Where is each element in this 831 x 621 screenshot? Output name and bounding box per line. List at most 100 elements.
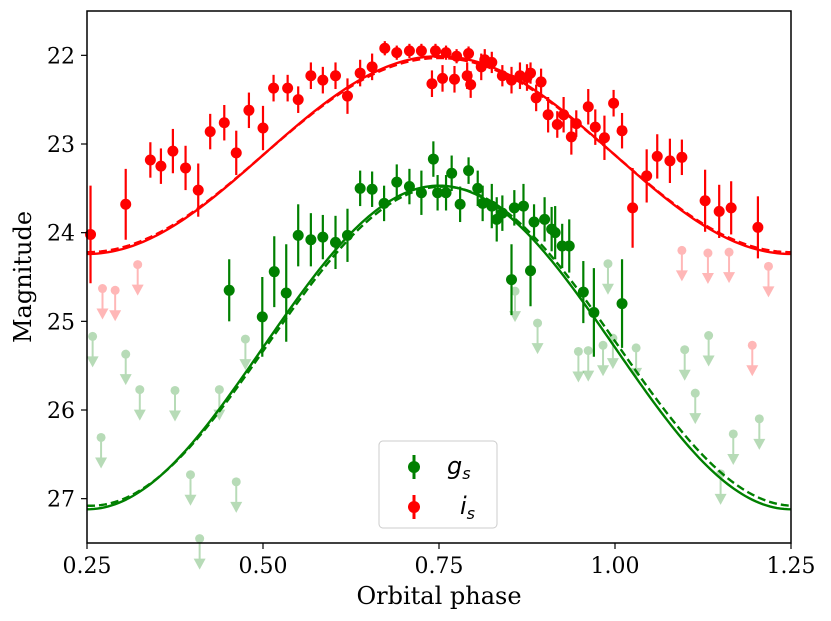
x-tick-label: 0.75 bbox=[415, 554, 464, 579]
g_s-upper-limit bbox=[119, 349, 132, 386]
g_s-upper-limit bbox=[86, 331, 99, 368]
i_s-data-point bbox=[535, 68, 547, 96]
i_s-data-point bbox=[180, 145, 192, 191]
i_s-data-point bbox=[257, 105, 269, 151]
i_s-data-point bbox=[282, 74, 294, 102]
g_s-data-point bbox=[378, 185, 390, 222]
i_s-upper-limit bbox=[746, 340, 759, 377]
g_s-data-point bbox=[403, 168, 415, 205]
g_s-data-point bbox=[432, 175, 444, 211]
i_s-data-point bbox=[542, 97, 554, 133]
g_s-data-point bbox=[472, 170, 484, 207]
g_s-upper-limit bbox=[702, 331, 715, 367]
x-tick-label: 1.25 bbox=[767, 554, 816, 579]
i_s-data-point bbox=[230, 130, 242, 176]
y-tick-label: 26 bbox=[47, 399, 75, 424]
g_s-data-point bbox=[496, 195, 508, 231]
g_s-data-point bbox=[454, 186, 466, 223]
i_s-upper-limit bbox=[723, 247, 736, 284]
i_s-data-point bbox=[440, 45, 452, 60]
i_s-data-point bbox=[725, 181, 737, 235]
g_s-upper-limit bbox=[95, 432, 108, 469]
i_s-data-point bbox=[155, 148, 167, 184]
i_s-data-point bbox=[551, 111, 563, 138]
g_s-upper-limit bbox=[572, 346, 585, 383]
g_s-data-point bbox=[330, 215, 342, 270]
y-axis-label: Magnitude bbox=[9, 211, 37, 343]
i_s-data-point bbox=[354, 59, 366, 87]
g_s-upper-limit bbox=[133, 385, 146, 421]
g_s-data-point bbox=[391, 164, 403, 200]
g_s-upper-limit bbox=[169, 385, 181, 422]
legend-label-g: gs bbox=[447, 452, 471, 483]
i_s-data-point bbox=[465, 71, 477, 98]
i_s-data-point bbox=[616, 112, 628, 149]
g_s-upper-limit bbox=[509, 286, 522, 323]
i_s-upper-limit bbox=[131, 260, 144, 296]
i_s-data-point bbox=[192, 163, 204, 217]
y-tick-label: 22 bbox=[47, 44, 75, 69]
i_s-data-point bbox=[451, 49, 463, 64]
g_s-data-point bbox=[341, 208, 353, 262]
g_s-upper-limit bbox=[689, 388, 702, 425]
legend: gs is bbox=[378, 440, 498, 529]
g_s-data-point bbox=[525, 235, 537, 307]
i_s-data-point bbox=[403, 43, 415, 58]
i_s-data-point bbox=[426, 70, 438, 98]
y-tick-label: 27 bbox=[47, 488, 75, 513]
i_s-model-solid bbox=[86, 55, 792, 256]
g_s-data-point bbox=[549, 206, 561, 260]
legend-entry-g: gs bbox=[408, 452, 471, 483]
i_s-data-point bbox=[496, 65, 508, 87]
i_s-data-point bbox=[699, 169, 711, 232]
i_s-data-point bbox=[243, 92, 255, 129]
i_s-data-point bbox=[651, 134, 663, 179]
g_s-upper-limit bbox=[606, 333, 619, 370]
g_s-data-point bbox=[563, 219, 575, 273]
g_s-data-point bbox=[577, 261, 589, 324]
g_s-data-point bbox=[256, 277, 268, 357]
legend-label-i: is bbox=[460, 492, 475, 523]
i_s-data-point bbox=[641, 149, 653, 203]
i_s-data-point bbox=[448, 65, 460, 93]
i_s-data-point bbox=[627, 167, 639, 248]
x-tick-label: 0.50 bbox=[239, 554, 288, 579]
i_s-data-point bbox=[429, 43, 441, 58]
x-tick-label: 0.25 bbox=[63, 554, 112, 579]
ticks: 0.25 0.50 0.75 1.00 1.25 22 23 24 25 26 27 bbox=[47, 44, 815, 579]
legend-marker-g bbox=[408, 461, 420, 473]
g_s-data-point bbox=[539, 197, 551, 242]
i_s-data-point bbox=[341, 78, 353, 114]
i_s-data-point bbox=[589, 109, 601, 145]
legend-marker-i bbox=[408, 501, 420, 513]
i_s-data-point bbox=[608, 89, 620, 117]
g_s-data-point bbox=[305, 213, 317, 267]
i_s-data-point bbox=[752, 196, 764, 259]
i_s-data-point bbox=[530, 84, 542, 112]
g_s-data-point bbox=[427, 141, 439, 177]
g_s-data-point bbox=[354, 170, 366, 207]
g_s-upper-limit bbox=[630, 343, 643, 379]
g_s-data-point bbox=[317, 214, 329, 260]
g_s-data-point bbox=[616, 259, 628, 348]
i_s-data-point bbox=[525, 62, 537, 84]
g_s-upper-limit bbox=[714, 469, 727, 505]
x-axis-label: Orbital phase bbox=[356, 582, 521, 610]
i_s-data-point bbox=[120, 168, 132, 240]
i_s-data-point bbox=[415, 43, 427, 58]
i_s-data-point bbox=[167, 128, 179, 174]
g_s-model-dashed bbox=[86, 185, 792, 507]
g_s-data-point bbox=[506, 244, 518, 316]
y-tick-label: 25 bbox=[47, 310, 75, 335]
g_s-data-point bbox=[528, 204, 540, 240]
i_s-data-point bbox=[204, 113, 216, 150]
g_s-upper-limit bbox=[753, 414, 766, 450]
g_s-data-point bbox=[415, 170, 427, 215]
i_s-data-point bbox=[292, 86, 304, 113]
i_s-data-point bbox=[305, 62, 317, 90]
g_s-data-point bbox=[477, 185, 489, 222]
model-curves bbox=[86, 55, 792, 511]
i_s-upper-limit bbox=[675, 245, 688, 282]
i_s-data-point bbox=[317, 66, 329, 94]
